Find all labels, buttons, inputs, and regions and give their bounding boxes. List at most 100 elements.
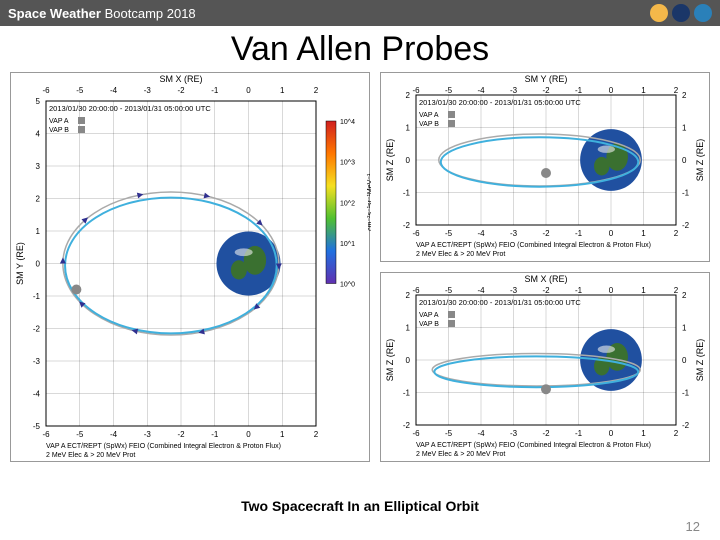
svg-text:2: 2	[674, 429, 679, 438]
svg-text:0: 0	[406, 156, 411, 165]
svg-text:1: 1	[280, 86, 285, 95]
svg-text:-1: -1	[682, 189, 690, 198]
svg-text:-3: -3	[510, 86, 518, 95]
svg-text:-1: -1	[575, 429, 583, 438]
svg-text:10^0: 10^0	[340, 282, 355, 289]
svg-text:-2: -2	[403, 421, 411, 430]
svg-text:-6: -6	[412, 286, 420, 295]
svg-text:2: 2	[674, 86, 679, 95]
svg-text:-2: -2	[542, 229, 550, 238]
svg-text:-6: -6	[412, 429, 420, 438]
plot-yz: SM Y (RE) -6 -5 -4 -3 -2 -1 0 1 2 -2 -1 0 1 2 SM Z (RE)…	[380, 72, 710, 262]
svg-text:3: 3	[36, 162, 41, 171]
svg-text:SM Z (RE): SM Z (RE)	[695, 139, 705, 182]
svg-text:SM Z (RE): SM Z (RE)	[385, 339, 395, 382]
svg-text:2: 2	[314, 430, 319, 439]
svg-text:2: 2	[682, 291, 687, 300]
svg-text:5: 5	[36, 97, 41, 106]
svg-text:-4: -4	[33, 390, 41, 399]
svg-text:-5: -5	[76, 430, 84, 439]
logo-icon	[694, 4, 712, 22]
header-bar: Space Weather Bootcamp 2018	[0, 0, 720, 26]
svg-text:1: 1	[682, 324, 687, 333]
svg-text:-6: -6	[412, 229, 420, 238]
svg-text:SM Y (RE): SM Y (RE)	[525, 74, 568, 84]
svg-text:2: 2	[682, 91, 687, 100]
svg-text:cm⁻²s⁻¹sr⁻¹MeV⁻¹: cm⁻²s⁻¹sr⁻¹MeV⁻¹	[367, 173, 371, 231]
svg-text:0: 0	[36, 260, 41, 269]
svg-text:-4: -4	[477, 86, 485, 95]
svg-text:2013/01/30 20:00:00 - 2013/01/: 2013/01/30 20:00:00 - 2013/01/31 05:00:0…	[419, 98, 581, 107]
plot-xz: SM X (RE) -6 -5 -4 -3 -2 -1 0 1 2 -2 -1 0 1 2 SM Z (RE)…	[380, 272, 710, 462]
svg-text:-1: -1	[403, 389, 411, 398]
svg-text:-6: -6	[42, 430, 50, 439]
svg-text:-1: -1	[682, 389, 690, 398]
svg-text:VAP A: VAP A	[49, 118, 69, 125]
svg-text:2 MeV Elec & > 20 MeV Prot: 2 MeV Elec & > 20 MeV Prot	[416, 251, 505, 258]
header-title-bold: Space Weather	[8, 6, 101, 21]
svg-text:1: 1	[682, 124, 687, 133]
svg-text:-3: -3	[33, 357, 41, 366]
page-title: Van Allen Probes	[0, 30, 720, 69]
svg-text:-2: -2	[542, 429, 550, 438]
plots-container: SM X (RE) -6 -5 -4 -3 -2 -1 0 1 2 -5 -4 -3 -2 -1 0 1 2 3 4 5…	[0, 72, 720, 492]
svg-text:2013/01/30 20:00:00 - 2013/01/: 2013/01/30 20:00:00 - 2013/01/31 05:00:0…	[49, 104, 211, 113]
svg-text:-1: -1	[211, 86, 219, 95]
svg-text:10^4: 10^4	[340, 119, 355, 126]
svg-text:10^2: 10^2	[340, 200, 355, 207]
svg-text:-4: -4	[477, 429, 485, 438]
svg-text:SM Z (RE): SM Z (RE)	[695, 339, 705, 382]
svg-text:-3: -3	[510, 229, 518, 238]
svg-text:-3: -3	[510, 429, 518, 438]
svg-text:SM Y (RE): SM Y (RE)	[15, 242, 25, 285]
svg-text:-4: -4	[110, 430, 118, 439]
svg-text:0: 0	[246, 86, 251, 95]
svg-text:-1: -1	[403, 189, 411, 198]
svg-text:-5: -5	[445, 429, 453, 438]
svg-text:0: 0	[246, 430, 251, 439]
svg-text:VAP B: VAP B	[419, 321, 439, 328]
svg-text:-2: -2	[177, 430, 185, 439]
svg-text:-4: -4	[477, 286, 485, 295]
svg-text:-1: -1	[575, 229, 583, 238]
svg-text:1: 1	[36, 227, 41, 236]
svg-text:10^3: 10^3	[340, 160, 355, 167]
svg-text:0: 0	[406, 356, 411, 365]
svg-text:-5: -5	[76, 86, 84, 95]
svg-text:2: 2	[674, 286, 679, 295]
svg-text:VAP A ECT/REPT (SpWx) FEIO (Co: VAP A ECT/REPT (SpWx) FEIO (Combined Int…	[46, 443, 281, 450]
svg-text:VAP A ECT/REPT (SpWx) FEIO (Co: VAP A ECT/REPT (SpWx) FEIO (Combined Int…	[416, 242, 651, 249]
svg-text:0: 0	[609, 429, 614, 438]
svg-text:0: 0	[609, 286, 614, 295]
plot-xy: SM X (RE)-6-5-4-3-2-1012-5-4-3-2-1012345…	[10, 72, 370, 462]
header-title-light: Bootcamp 2018	[105, 6, 196, 21]
svg-text:1: 1	[406, 324, 411, 333]
svg-text:SM X (RE): SM X (RE)	[524, 274, 567, 284]
svg-text:-2: -2	[177, 86, 185, 95]
svg-text:-3: -3	[510, 286, 518, 295]
svg-text:-2: -2	[682, 221, 690, 230]
svg-text:-4: -4	[110, 86, 118, 95]
logo-icon	[650, 4, 668, 22]
svg-text:0: 0	[682, 156, 687, 165]
svg-text:-1: -1	[575, 286, 583, 295]
caption: Two Spacecraft In an Elliptical Orbit	[0, 498, 720, 514]
svg-text:-3: -3	[144, 86, 152, 95]
svg-text:-1: -1	[575, 86, 583, 95]
svg-text:VAP A: VAP A	[419, 312, 439, 319]
svg-text:SM X (RE): SM X (RE)	[159, 74, 202, 84]
svg-text:-5: -5	[445, 86, 453, 95]
svg-text:SM Z (RE): SM Z (RE)	[385, 139, 395, 182]
svg-text:-6: -6	[42, 86, 50, 95]
svg-text:VAP B: VAP B	[419, 121, 439, 128]
svg-text:-6: -6	[412, 86, 420, 95]
logo-icon	[672, 4, 690, 22]
svg-text:1: 1	[406, 124, 411, 133]
svg-text:4: 4	[36, 130, 41, 139]
svg-text:2 MeV Elec & > 20 MeV Prot: 2 MeV Elec & > 20 MeV Prot	[46, 452, 135, 459]
svg-text:0: 0	[609, 229, 614, 238]
svg-text:2: 2	[36, 195, 41, 204]
svg-text:-2: -2	[33, 325, 41, 334]
svg-text:2 MeV Elec & > 20 MeV Prot: 2 MeV Elec & > 20 MeV Prot	[416, 451, 505, 458]
svg-text:1: 1	[641, 86, 646, 95]
